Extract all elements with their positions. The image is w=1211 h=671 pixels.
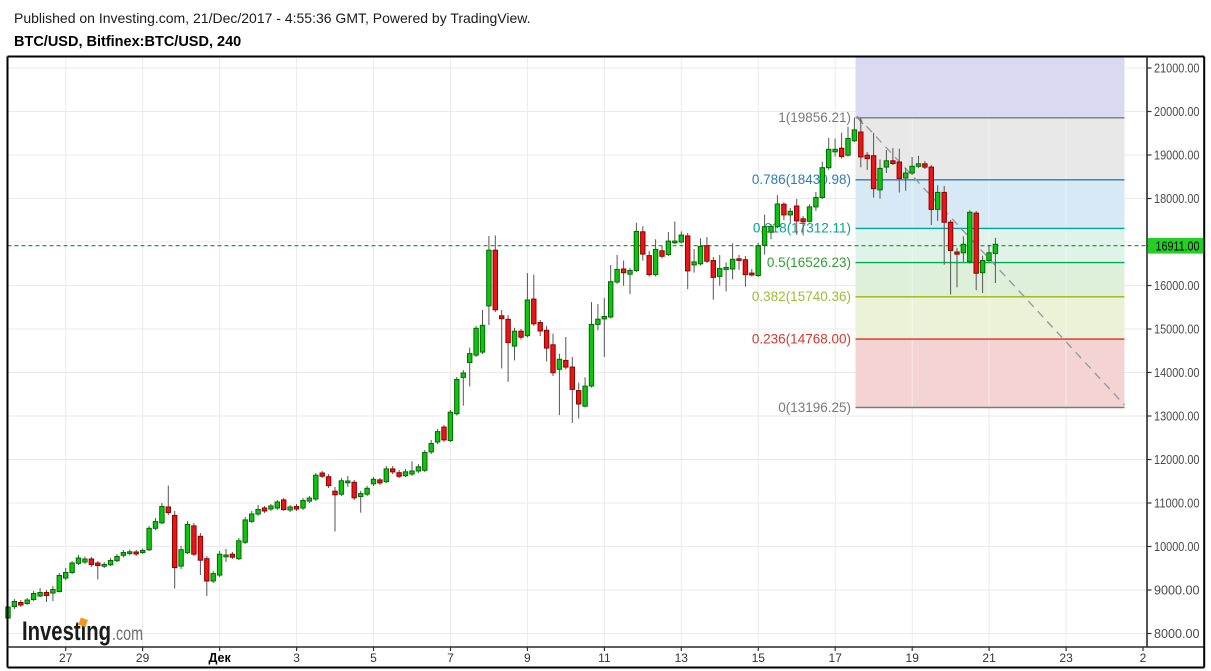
svg-text:8000.00: 8000.00 [1154,626,1200,641]
svg-text:BTC/USD, Bitfinex:BTC/USD, 240: BTC/USD, Bitfinex:BTC/USD, 240 [14,34,241,50]
svg-text:0.382(15740.36): 0.382(15740.36) [752,289,851,304]
svg-text:.com: .com [112,624,143,645]
svg-text:16000.00: 16000.00 [1154,278,1200,293]
svg-text:21: 21 [982,651,996,665]
svg-text:13: 13 [675,651,689,665]
svg-text:16911.00: 16911.00 [1156,238,1200,253]
svg-text:15: 15 [752,651,766,665]
svg-text:Investing: Investing [22,616,111,646]
svg-text:13000.00: 13000.00 [1154,409,1200,424]
svg-text:23: 23 [1059,651,1073,665]
svg-text:9: 9 [524,651,531,665]
svg-text:20000.00: 20000.00 [1154,104,1200,119]
svg-text:19: 19 [906,651,920,665]
svg-text:2: 2 [1140,651,1147,665]
svg-text:0.618(17312.11): 0.618(17312.11) [753,221,851,236]
svg-text:Дек: Дек [208,651,231,665]
svg-text:14000.00: 14000.00 [1154,365,1200,380]
svg-text:7: 7 [447,651,454,665]
svg-text:3: 3 [293,651,300,665]
svg-text:5: 5 [370,651,377,665]
svg-text:9000.00: 9000.00 [1154,583,1200,598]
svg-text:0(13196.25): 0(13196.25) [778,400,851,415]
svg-text:11000.00: 11000.00 [1154,496,1200,511]
svg-text:15000.00: 15000.00 [1154,322,1200,337]
svg-text:18000.00: 18000.00 [1154,191,1200,206]
svg-text:21000.00: 21000.00 [1154,61,1200,76]
svg-text:11: 11 [598,651,611,665]
svg-text:29: 29 [136,651,150,665]
svg-text:Published on Investing.com, 21: Published on Investing.com, 21/Dec/2017 … [14,10,530,26]
svg-text:12000.00: 12000.00 [1154,452,1200,467]
svg-text:17: 17 [829,651,843,665]
svg-text:19000.00: 19000.00 [1154,148,1200,163]
svg-text:1(19856.21): 1(19856.21) [778,110,851,125]
svg-text:0.5(16526.23): 0.5(16526.23) [767,255,851,270]
svg-text:27: 27 [59,651,73,665]
svg-text:0.786(18430.98): 0.786(18430.98) [752,172,851,187]
svg-text:0.236(14768.00): 0.236(14768.00) [752,331,851,346]
svg-text:10000.00: 10000.00 [1154,539,1200,554]
